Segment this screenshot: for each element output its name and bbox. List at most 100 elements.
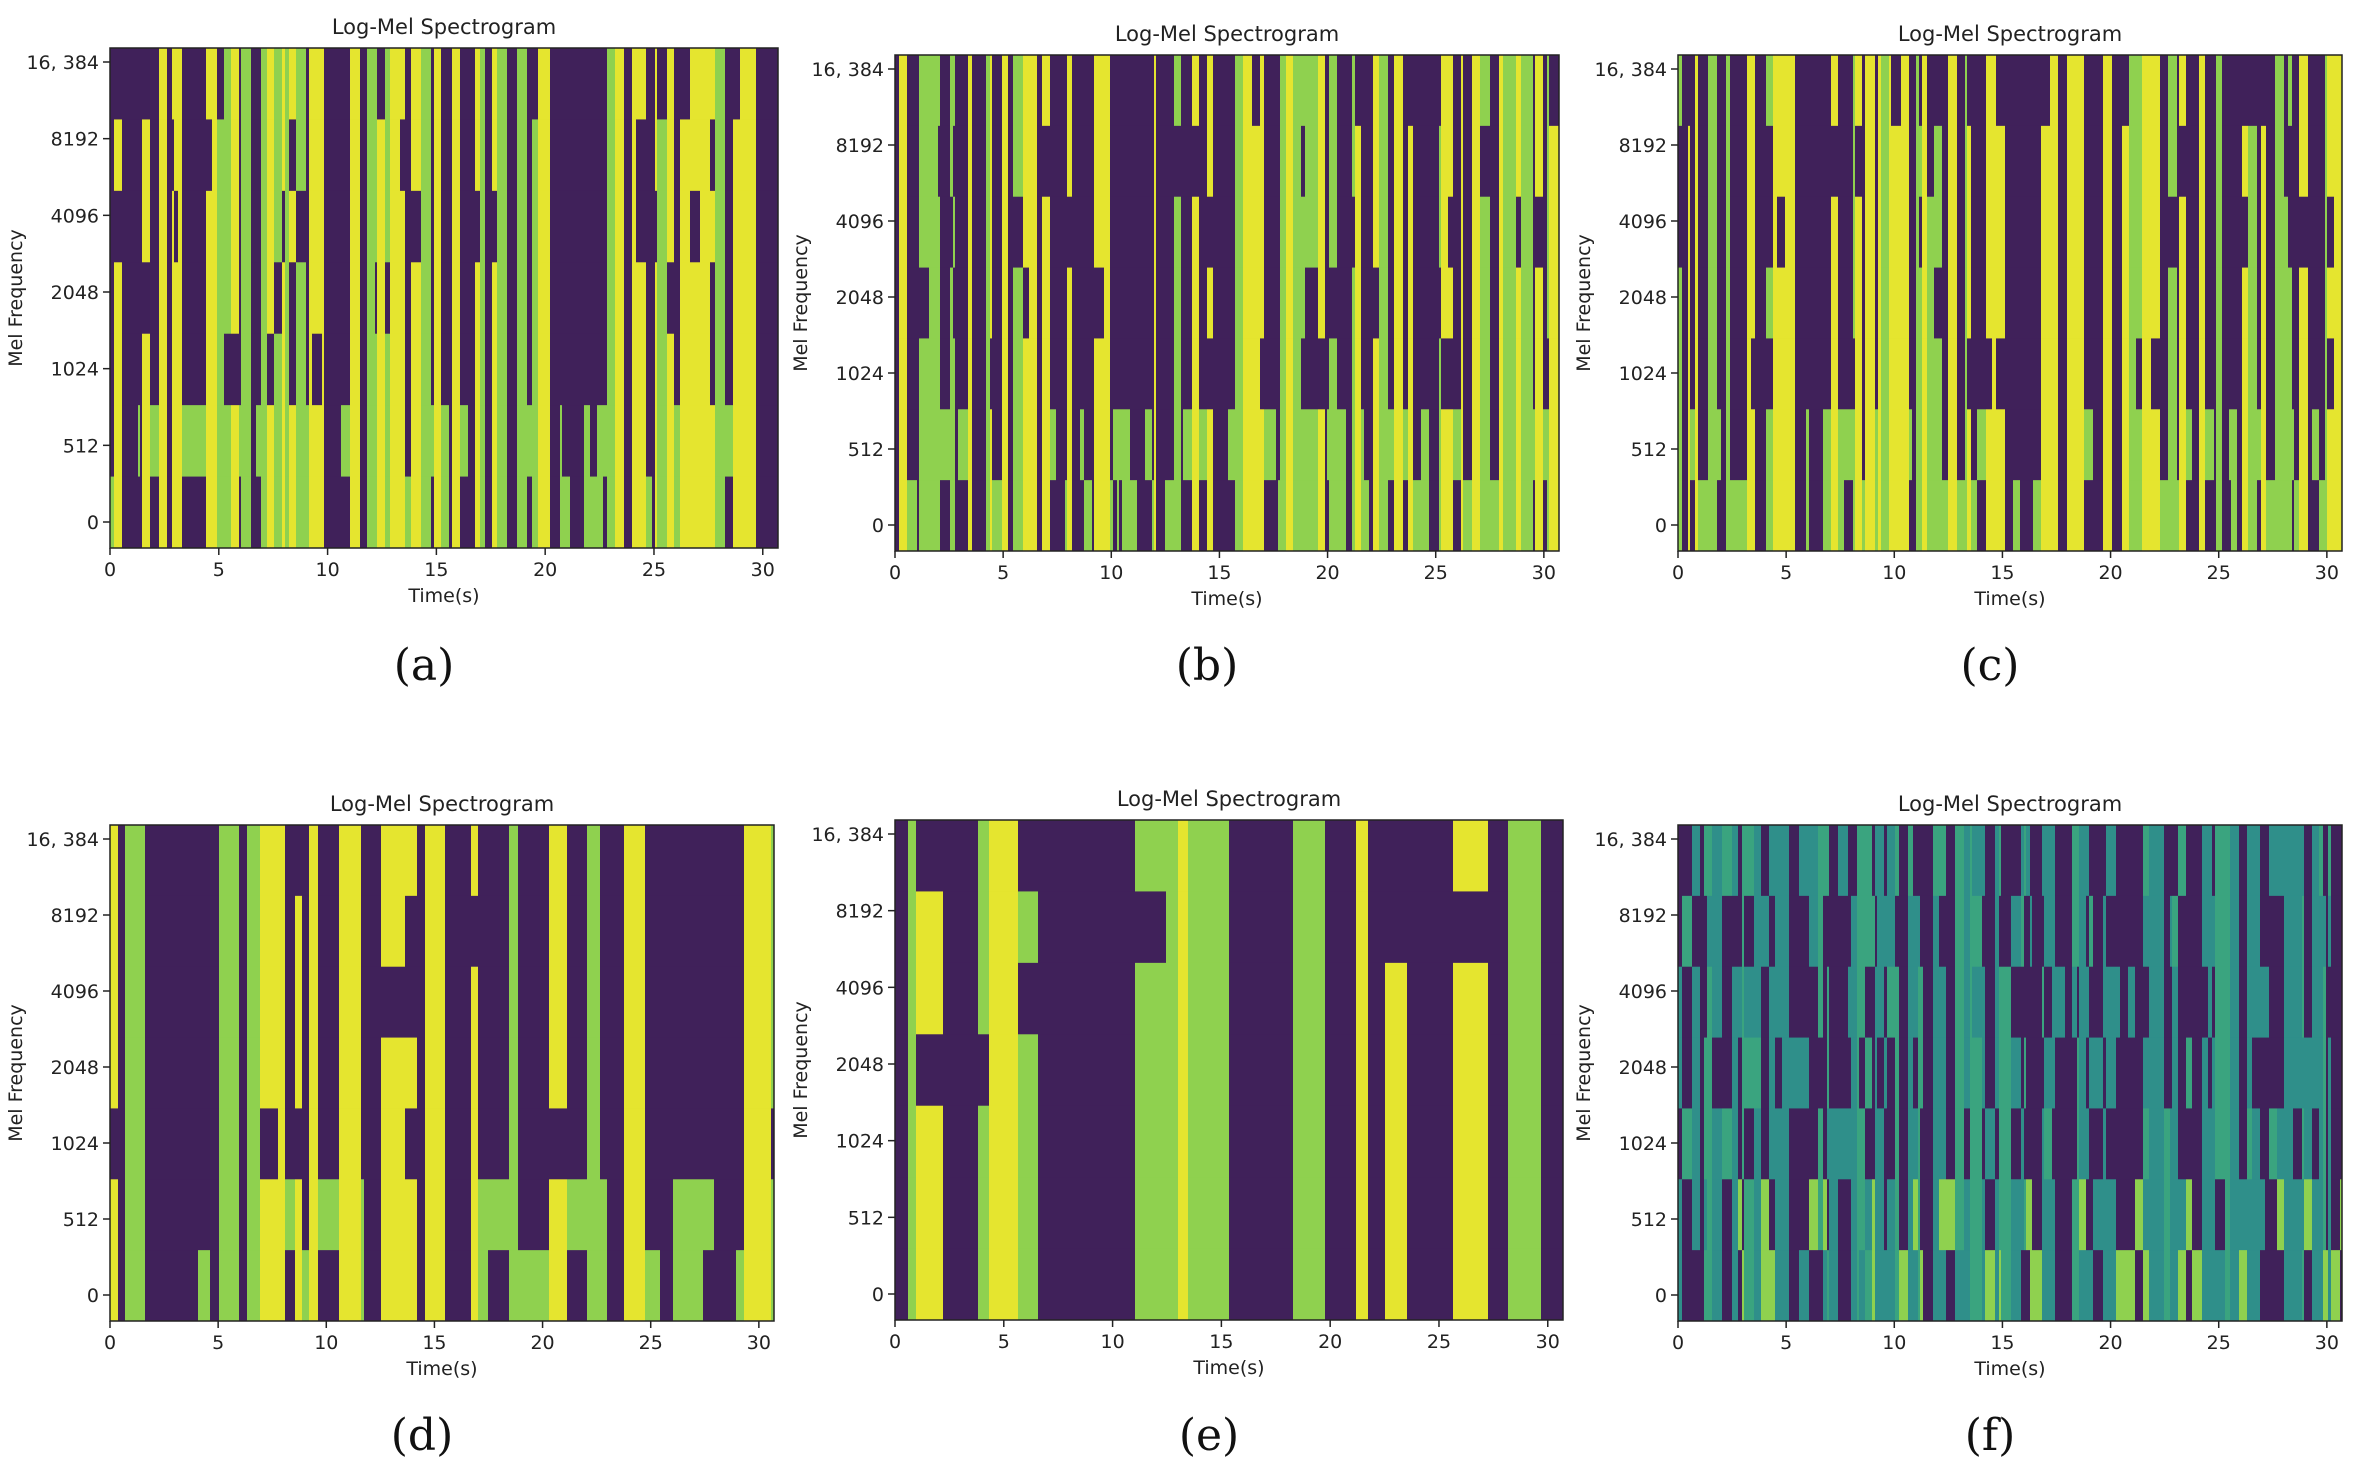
spectrogram-cell-1-5	[908, 1177, 917, 1250]
spectrogram-cell-91-4	[667, 333, 675, 406]
spectrogram-cell-65-0	[2055, 825, 2066, 897]
spectrogram-cell-46-6	[1152, 480, 1155, 552]
spectrogram-cell-10-6	[1730, 480, 1740, 552]
spectrogram-cell-95-5	[2242, 409, 2249, 481]
spectrogram-cell-110-6	[2331, 1250, 2341, 1322]
spectrogram-cell-9-6	[1726, 480, 1731, 552]
spectrogram-cell-40-5	[341, 405, 351, 478]
spectrogram-cell-74-5	[2106, 1179, 2117, 1251]
spectrogram-cell-92-0	[674, 48, 681, 120]
spectrogram-cell-25-1	[425, 895, 441, 968]
spectrogram-cell-39-5	[1117, 409, 1120, 481]
spectrogram-cell-1-0	[114, 48, 123, 120]
spectrogram-cell-106-3	[1499, 267, 1504, 339]
spectrogram-cell-98-5	[2265, 1179, 2270, 1251]
spectrogram-cell-30-2	[478, 966, 489, 1039]
spectrogram-cell-26-4	[440, 1108, 446, 1180]
spectrogram-cell-54-0	[441, 48, 450, 120]
spectrogram-cell-7-4	[210, 1108, 220, 1180]
spectrogram-cell-116-3	[1549, 267, 1560, 339]
spectrogram-cell-108-0	[2319, 55, 2326, 127]
spectrogram-cell-28-6	[466, 1250, 472, 1322]
spectrogram-cell-64-4	[507, 333, 518, 406]
spectrogram-cell-25-6	[1407, 1248, 1434, 1321]
spectrogram-cell-49-4	[1970, 1108, 1973, 1180]
spectrogram-cell-52-4	[1183, 338, 1193, 410]
spectrogram-cell-2-4	[1692, 1108, 1701, 1180]
spectrogram-cell-105-4	[1490, 338, 1500, 410]
spectrogram-cell-34-3	[1092, 267, 1095, 339]
spectrogram-cell-77-4	[2128, 1108, 2136, 1180]
spectrogram-cell-104-0	[774, 48, 779, 120]
spectrogram-cell-70-2	[545, 190, 551, 263]
y-tick-label: 0	[872, 1284, 884, 1306]
spectrogram-cell-69-1	[2079, 895, 2087, 968]
spectrogram-cell-88-2	[652, 190, 656, 263]
spectrogram-cell-108-1	[1511, 125, 1517, 198]
spectrogram-cell-6-2	[1712, 966, 1723, 1039]
spectrogram-cell-52-5	[1967, 409, 1972, 481]
spectrogram-cell-85-1	[2178, 895, 2187, 968]
spectrogram-cell-99-3	[2269, 1037, 2278, 1109]
spectrogram-cell-36-6	[1895, 1250, 1900, 1322]
spectrogram-cell-42-4	[360, 333, 368, 406]
spectrogram-cell-94-1	[1421, 125, 1430, 198]
spectrogram-cell-21-0	[364, 825, 382, 897]
spectrogram-cell-31-6	[1541, 1248, 1564, 1321]
spectrogram-cell-51-2	[1982, 966, 1986, 1039]
spectrogram-cell-96-4	[1433, 338, 1440, 410]
spectrogram-cell-40-0	[1119, 55, 1123, 127]
spectrogram-cell-23-1	[1806, 125, 1810, 198]
spectrogram-cell-90-3	[2212, 1037, 2216, 1109]
spectrogram-cell-106-4	[2308, 338, 2313, 410]
spectrogram-cell-44-3	[660, 1037, 674, 1109]
spectrogram-cell-96-1	[2248, 125, 2258, 198]
spectrogram-cell-42-4	[1923, 1108, 1934, 1180]
spectrogram-cell-48-3	[1156, 267, 1166, 339]
spectrogram-cell-110-3	[2331, 1037, 2341, 1109]
spectrogram-cell-93-5	[2231, 409, 2238, 481]
spectrogram-cell-26-0	[1433, 820, 1454, 892]
spectrogram-cell-76-0	[584, 48, 591, 120]
spectrogram-cell-90-2	[2216, 196, 2223, 269]
spectrogram-cell-12-0	[958, 55, 969, 127]
spectrogram-cell-105-1	[1490, 125, 1500, 198]
spectrogram-cell-86-0	[2186, 825, 2193, 897]
spectrogram-cell-8-3	[1721, 267, 1727, 339]
spectrogram-cell-74-6	[2112, 480, 2123, 552]
spectrogram-cell-8-3	[150, 262, 160, 335]
spectrogram-cell-2-0	[916, 820, 944, 892]
x-tick-label: 0	[889, 1331, 901, 1353]
spectrogram-cell-108-1	[2326, 895, 2329, 968]
spectrogram-cell-7-5	[1717, 409, 1722, 481]
spectrogram-cell-84-1	[2186, 125, 2193, 198]
spectrogram-cell-61-5	[2026, 409, 2032, 481]
spectrogram-image	[1678, 55, 2343, 552]
spectrogram-cell-33-4	[518, 1108, 533, 1180]
spectrogram-cell-6-5	[140, 405, 143, 478]
spectrogram-cell-76-5	[2120, 1179, 2129, 1251]
x-tick-label: 5	[1780, 1332, 1792, 1354]
spectrogram-cell-69-0	[538, 48, 546, 120]
spectrogram-cell-95-6	[2247, 1250, 2253, 1322]
spectrogram-cell-71-4	[550, 333, 561, 406]
spectrogram-cell-6-1	[929, 125, 939, 198]
spectrogram-cell-70-3	[545, 262, 551, 335]
spectrogram-cell-91-5	[667, 405, 675, 478]
spectrogram-cell-48-2	[1964, 966, 1971, 1039]
spectrogram-cell-6-2	[1708, 196, 1718, 269]
spectrogram-cell-31-0	[1853, 55, 1856, 127]
spectrogram-cell-59-3	[1235, 267, 1244, 339]
spectrogram-cell-42-1	[1912, 125, 1917, 198]
spectrogram-cell-36-2	[1104, 196, 1111, 269]
spectrogram-cell-19-6	[1777, 480, 1786, 552]
spectrogram-cell-73-0	[1305, 55, 1309, 127]
spectrogram-cell-17-3	[1229, 1034, 1264, 1107]
spectrogram-cell-35-4	[1875, 338, 1879, 410]
spectrogram-cell-76-3	[1325, 267, 1328, 339]
spectrogram-cell-107-0	[2323, 825, 2327, 897]
spectrogram-cell-93-3	[2230, 1037, 2240, 1109]
spectrogram-cell-28-3	[1058, 267, 1066, 339]
spectrogram-cell-105-4	[2312, 1108, 2320, 1180]
spectrogram-cell-61-4	[485, 333, 493, 406]
